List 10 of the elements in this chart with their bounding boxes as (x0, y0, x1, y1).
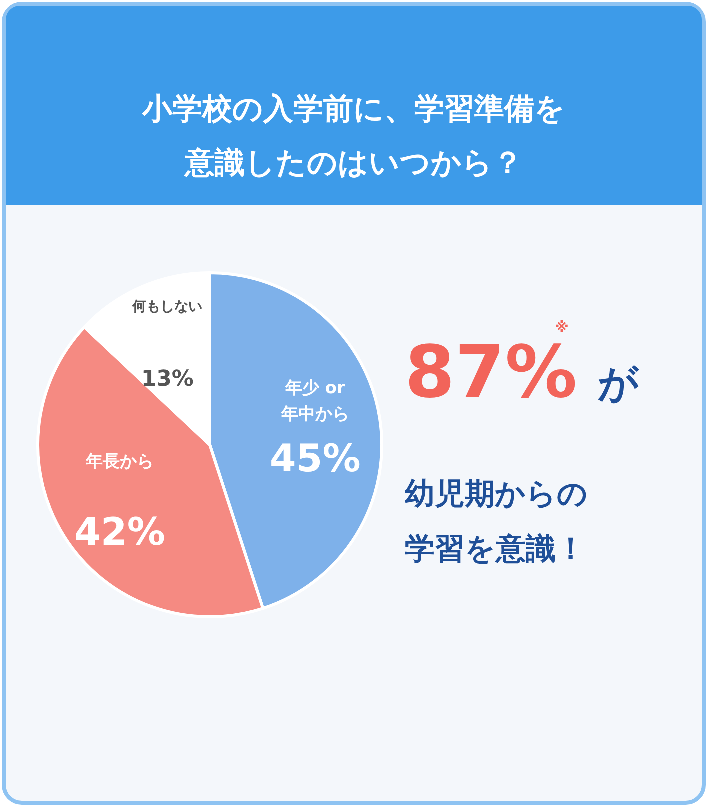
text: が (598, 361, 640, 407)
data-label: 42% (74, 510, 166, 554)
data-label: 13% (141, 367, 194, 392)
slice-label: 年長から (84, 452, 154, 472)
text: ※ (555, 320, 569, 336)
text: 幼児期からの学習を意識！ (405, 477, 588, 567)
slice-label: 何もしない (132, 299, 203, 316)
chart-title: 小学校の入学前に、学習準備を意識したのはいつから？ (142, 92, 566, 181)
data-label: 45% (270, 436, 361, 480)
slice-label: 年少 or 年中から (280, 378, 350, 424)
